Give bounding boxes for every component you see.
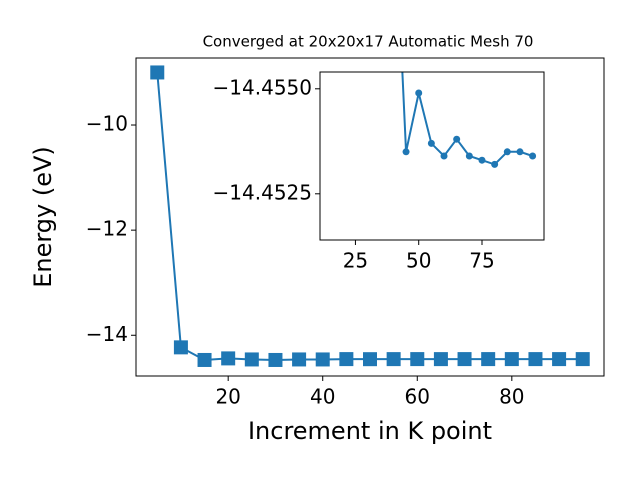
x-tick-label: 20 <box>215 385 240 409</box>
y-tick-label: −14 <box>86 322 128 346</box>
data-point <box>453 135 461 143</box>
data-point <box>410 352 425 367</box>
x-tick-label: 50 <box>406 249 431 273</box>
data-point <box>478 156 486 164</box>
data-point <box>529 152 537 160</box>
data-point <box>427 139 435 147</box>
data-point <box>268 352 283 367</box>
data-point <box>528 352 543 367</box>
x-tick-label: 80 <box>499 385 524 409</box>
data-point <box>465 152 473 160</box>
data-point <box>402 148 410 156</box>
data-point <box>292 352 307 367</box>
x-tick-label: 40 <box>310 385 335 409</box>
data-point <box>491 160 499 168</box>
y-tick-label: −10 <box>86 112 128 136</box>
data-point <box>150 65 165 80</box>
data-point <box>415 89 423 97</box>
data-point <box>516 148 524 156</box>
plot-content <box>401 72 537 168</box>
axes-frame <box>319 71 545 241</box>
chart-title: Converged at 20x20x17 Automatic Mesh 70 <box>203 33 534 51</box>
data-point <box>386 352 401 367</box>
data-point <box>173 340 188 355</box>
y-tick-label: −12 <box>86 217 128 241</box>
x-axis-label: Increment in K point <box>248 417 492 445</box>
data-point <box>504 352 519 367</box>
y-tick-label: −14.4525 <box>213 180 312 204</box>
data-point <box>244 352 259 367</box>
data-point <box>457 352 472 367</box>
data-point <box>197 352 212 367</box>
plot-area <box>320 72 544 240</box>
data-point <box>339 352 354 367</box>
axes-frame <box>135 57 605 377</box>
x-tick-label: 60 <box>405 385 430 409</box>
data-point <box>315 352 330 367</box>
data-point <box>221 351 236 366</box>
data-point <box>363 352 377 367</box>
y-axis-label: Energy (eV) <box>29 146 57 288</box>
x-tick-label: 75 <box>469 249 494 273</box>
data-point <box>440 152 448 160</box>
plot-content <box>150 65 590 367</box>
y-tick-label: −14.4550 <box>213 75 312 99</box>
data-point <box>433 352 448 367</box>
data-point <box>552 352 567 367</box>
x-tick-label: 25 <box>343 249 368 273</box>
data-point <box>575 352 590 367</box>
data-point <box>481 352 496 367</box>
data-point <box>503 148 511 156</box>
